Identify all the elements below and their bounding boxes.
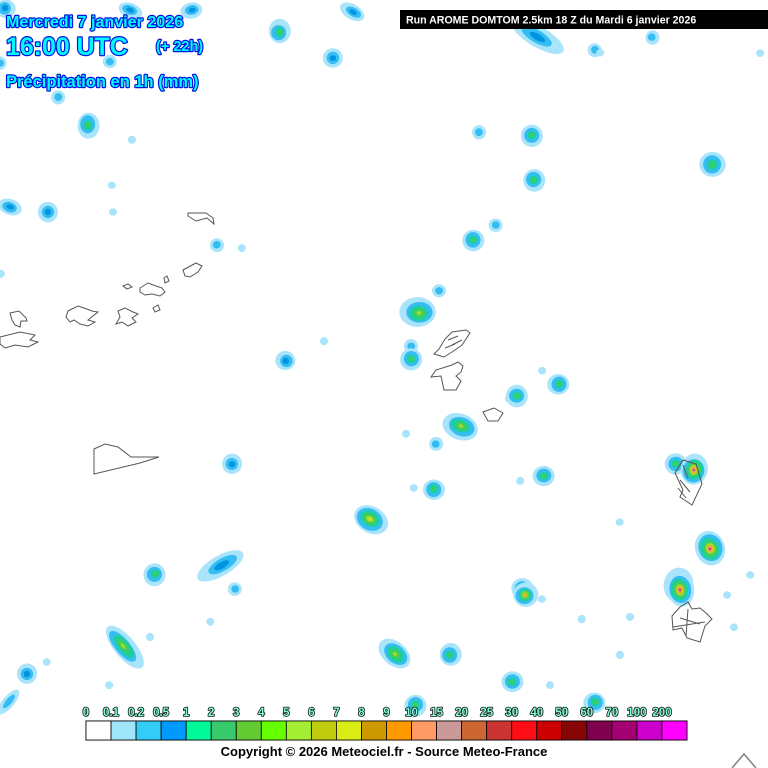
svg-text:(+ 22h): (+ 22h) (156, 39, 203, 55)
svg-text:15: 15 (430, 707, 443, 719)
svg-text:200: 200 (652, 707, 671, 719)
svg-text:60: 60 (580, 707, 593, 719)
svg-text:100: 100 (627, 707, 646, 719)
svg-text:40: 40 (530, 707, 543, 719)
svg-text:70: 70 (606, 707, 619, 719)
svg-text:0.2: 0.2 (128, 707, 144, 719)
svg-text:30: 30 (505, 707, 518, 719)
svg-text:Précipitation en 1h (mm): Précipitation en 1h (mm) (6, 73, 199, 91)
svg-text:0: 0 (83, 707, 89, 719)
svg-text:Run AROME DOMTOM 2.5km 18 Z du: Run AROME DOMTOM 2.5km 18 Z du Mardi 6 j… (406, 15, 696, 27)
svg-text:9: 9 (383, 707, 389, 719)
svg-text:Mercredi 7 janvier 2026: Mercredi 7 janvier 2026 (6, 13, 183, 31)
svg-text:0.1: 0.1 (103, 707, 120, 719)
svg-text:7: 7 (333, 707, 339, 719)
svg-text:16:00 UTC: 16:00 UTC (6, 33, 128, 61)
svg-text:8: 8 (358, 707, 365, 719)
svg-text:50: 50 (555, 707, 568, 719)
svg-text:25: 25 (480, 707, 493, 719)
svg-text:5: 5 (283, 707, 290, 719)
svg-text:Copyright © 2026 Meteociel.fr: Copyright © 2026 Meteociel.fr - Source M… (221, 744, 548, 759)
svg-text:2: 2 (208, 707, 214, 719)
svg-text:4: 4 (258, 707, 265, 719)
svg-text:3: 3 (233, 707, 239, 719)
svg-text:1: 1 (183, 707, 190, 719)
svg-text:6: 6 (308, 707, 314, 719)
svg-text:20: 20 (455, 707, 468, 719)
svg-text:10: 10 (405, 707, 418, 719)
svg-text:0.5: 0.5 (153, 707, 170, 719)
